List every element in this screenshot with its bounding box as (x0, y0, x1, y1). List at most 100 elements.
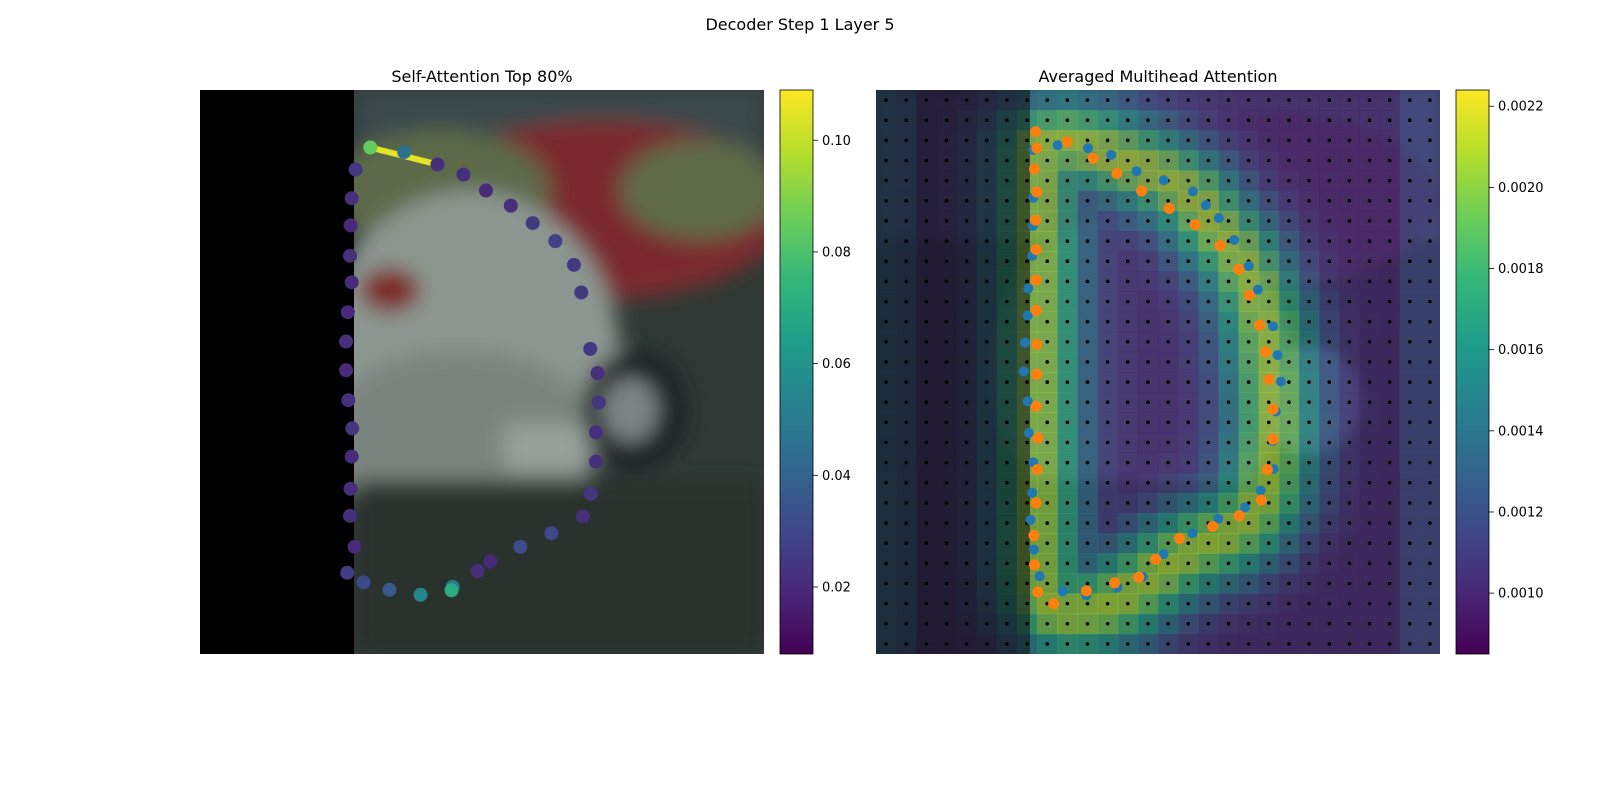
grid-point (1206, 118, 1211, 123)
grid-point (904, 400, 909, 405)
grid-point (1105, 480, 1110, 485)
grid-point (1105, 440, 1110, 445)
decoded-point (1163, 202, 1175, 214)
decoded-point (1243, 289, 1255, 301)
grid-point (964, 219, 969, 223)
grid-point (944, 259, 949, 264)
grid-point (1065, 480, 1070, 485)
attention-point (356, 575, 371, 590)
grid-point (984, 561, 989, 566)
grid-point (1125, 460, 1130, 465)
grid-point (1186, 178, 1191, 183)
grid-point (1387, 460, 1392, 465)
grid-point (1045, 440, 1050, 445)
grid-point (1347, 601, 1352, 606)
grid-point (1065, 118, 1070, 123)
grid-point (1005, 138, 1009, 143)
grid-point (924, 360, 929, 364)
grid-point (1186, 561, 1191, 566)
grid-point (904, 521, 909, 525)
decoded-point (1030, 126, 1042, 138)
decoded-point (1028, 559, 1040, 571)
grid-point (1226, 178, 1231, 183)
grid-point (1186, 219, 1191, 223)
grid-point (1347, 440, 1352, 445)
decoded-point (1030, 305, 1042, 317)
grid-point (1307, 601, 1311, 606)
grid-point (1025, 360, 1029, 364)
grid-point (1166, 460, 1170, 465)
grid-point (944, 118, 949, 123)
grid-point (1146, 239, 1150, 243)
grid-point (1327, 420, 1332, 425)
grid-point (1065, 642, 1070, 646)
grid-point (1327, 178, 1332, 183)
grid-point (1307, 440, 1311, 445)
grid-point (1186, 138, 1191, 143)
grid-point (884, 420, 888, 425)
grid-point (884, 480, 888, 485)
grid-point (964, 339, 969, 344)
grid-point (924, 501, 929, 505)
colorbar-b-tick-label: 0.0014 (1498, 424, 1544, 439)
grid-point (984, 642, 989, 646)
grid-point (1246, 480, 1251, 485)
grid-point (944, 380, 949, 384)
grid-point (1387, 158, 1392, 163)
grid-point (1226, 561, 1231, 566)
attention-point (343, 248, 358, 263)
attention-point (444, 583, 459, 598)
grid-point (1407, 541, 1412, 546)
grid-point (1347, 138, 1352, 143)
grid-point (984, 259, 989, 264)
grid-point (1005, 400, 1009, 405)
grid-point (1005, 601, 1009, 606)
grid-point (1226, 158, 1231, 163)
grid-point (1025, 239, 1029, 243)
query-point (1083, 143, 1094, 154)
grid-point (1327, 561, 1332, 566)
attention-point (591, 395, 606, 410)
grid-point (1186, 259, 1191, 264)
grid-point (1045, 319, 1050, 324)
grid-point (964, 642, 969, 646)
grid-point (1085, 642, 1090, 646)
colorbar-a-tick-label: 0.06 (822, 357, 851, 372)
grid-point (1025, 299, 1029, 304)
grid-point (1226, 642, 1231, 646)
query-point (1187, 186, 1198, 197)
grid-point (944, 561, 949, 566)
grid-point (1085, 380, 1090, 384)
grid-point (924, 118, 929, 123)
decoded-point (1111, 167, 1123, 179)
grid-point (1387, 259, 1392, 264)
grid-point (1428, 480, 1432, 485)
grid-point (1085, 561, 1090, 566)
decoded-point (1030, 244, 1042, 256)
grid-point (1407, 561, 1412, 566)
query-point (1229, 235, 1240, 246)
grid-point (964, 440, 969, 445)
grid-point (1125, 360, 1130, 364)
grid-point (1407, 98, 1412, 102)
grid-point (984, 420, 989, 425)
grid-point (1005, 178, 1009, 183)
grid-point (1407, 319, 1412, 324)
grid-point (1307, 98, 1311, 102)
grid-point (1387, 219, 1392, 223)
grid-point (1105, 279, 1110, 284)
grid-point (1407, 360, 1412, 364)
grid-point (1407, 380, 1412, 384)
grid-point (1085, 319, 1090, 324)
grid-point (964, 158, 969, 163)
grid-point (1146, 158, 1150, 163)
grid-point (884, 279, 888, 284)
grid-point (1347, 521, 1352, 525)
grid-point (1428, 380, 1432, 384)
grid-point (1347, 380, 1352, 384)
grid-point (1367, 561, 1372, 566)
grid-point (1347, 178, 1352, 183)
grid-point (1226, 339, 1231, 344)
grid-point (944, 601, 949, 606)
grid-point (1347, 480, 1352, 485)
